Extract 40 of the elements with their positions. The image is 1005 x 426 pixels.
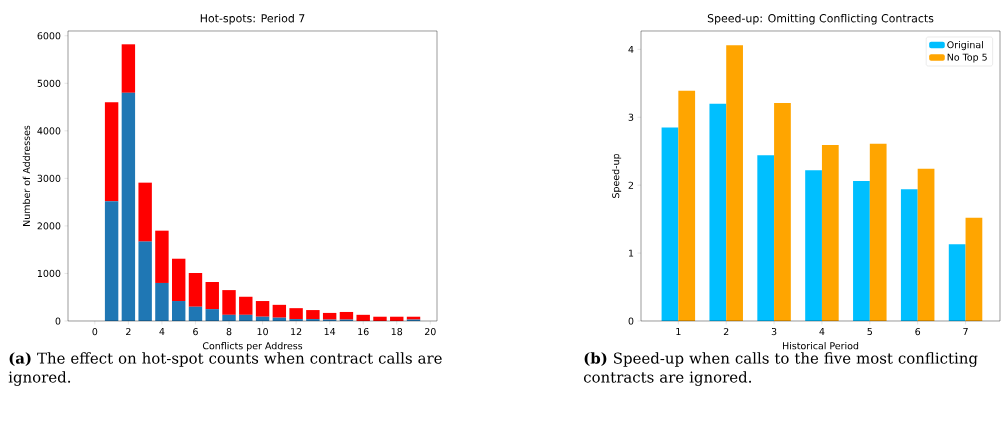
y-tick-label: 0 [628,317,634,325]
y-tick-label: 2000 [37,222,61,230]
x-tick-label: 18 [391,328,403,336]
chart-title: Hot-spots: Period 7 [200,13,305,25]
y-tick-label: 3000 [37,174,61,182]
x-tick-label: 10 [257,328,268,336]
y-tick-label: 2 [628,181,634,189]
x-tick-label: 4 [819,328,825,335]
x-axis-title: Conflicts per Address [202,342,303,352]
x-tick-label: 2 [126,328,131,336]
y-axis-title: Speed-up [611,153,622,198]
y-axis-title: Number of Addresses [22,125,31,226]
x-tick-label: 20 [424,328,436,336]
x-tick-label: 6 [193,328,198,336]
x-tick-label: 7 [963,328,968,335]
text: (a) The effect on hot-spot counts when contract calls are ignored. [8,352,442,386]
y-tick-label: 5000 [37,79,61,87]
x-tick-label: 4 [159,328,165,335]
y-tick-label: 3 [628,113,634,121]
x-tick-label: 1 [676,328,681,335]
y-tick-label: 4000 [37,127,61,135]
x-tick-label: 14 [324,328,336,335]
x-tick-label: 0 [92,328,98,336]
y-tick-label: 6000 [37,32,61,40]
y-tick-label: 0 [55,317,61,325]
x-tick-label: 8 [226,328,232,336]
y-tick-label: 1 [629,249,634,257]
text: (b) Speed-up when calls to the five most conflicting contracts are ignored. [583,352,978,386]
x-tick-label: 16 [358,328,369,336]
x-tick-label: 6 [915,328,921,336]
x-tick-label: 3 [771,328,777,336]
y-tick-label: 1000 [37,269,61,278]
legend-label: No Top 5 [947,53,987,63]
x-tick-label: 2 [723,328,729,336]
legend-label: Original [947,40,983,51]
x-tick-label: 5 [867,328,872,336]
chart-title: Speed-up: Omitting Conflicting Contracts [707,13,934,25]
x-axis-title: Historical Period [783,342,859,350]
x-tick-label: 12 [291,328,302,336]
y-tick-label: 4 [628,45,634,53]
